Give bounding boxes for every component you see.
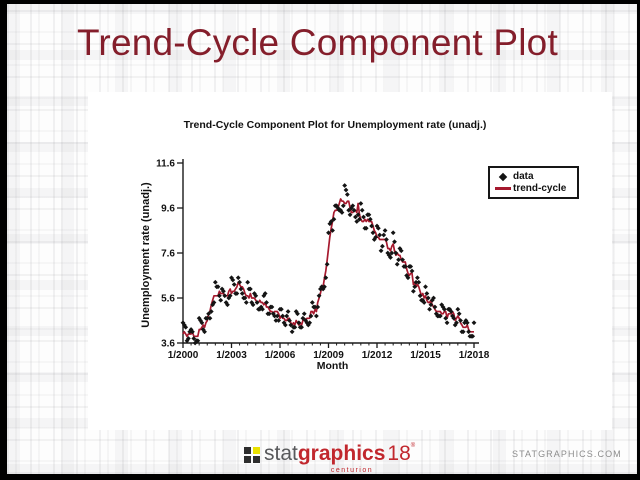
logo-square-yellow — [253, 447, 260, 454]
svg-text:7.6: 7.6 — [161, 249, 175, 260]
legend-label-data: data — [513, 171, 534, 182]
legend-item-trend-cycle: trend-cycle — [493, 183, 573, 194]
statgraphics-logo-icon — [244, 447, 260, 463]
x-axis-label: Month — [316, 360, 349, 372]
svg-text:1/2018: 1/2018 — [459, 350, 490, 361]
svg-text:9.6: 9.6 — [161, 204, 175, 215]
statgraphics-logo: statgraphics18® — [244, 443, 415, 464]
chart-title: Trend-Cycle Component Plot for Unemploym… — [183, 119, 487, 131]
registered-mark: ® — [410, 443, 416, 449]
chart-panel — [88, 92, 612, 430]
svg-text:5.6: 5.6 — [161, 294, 175, 305]
legend-item-data: data — [493, 171, 573, 182]
logo-text-centurion: centurion — [330, 467, 374, 474]
svg-text:11.6: 11.6 — [156, 159, 175, 170]
logo-text-18: 18 — [387, 442, 411, 465]
slide-title: Trend-Cycle Component Plot — [77, 22, 558, 63]
svg-text:1/2012: 1/2012 — [362, 350, 393, 361]
line-marker-icon — [493, 187, 513, 190]
logo-text-stat: stat — [264, 442, 298, 465]
svg-text:1/2006: 1/2006 — [265, 350, 296, 361]
svg-text:1/2000: 1/2000 — [168, 350, 199, 361]
diamond-marker-icon — [493, 172, 513, 181]
svg-text:3.6: 3.6 — [161, 339, 175, 350]
statgraphics-logo-text: statgraphics18® — [264, 443, 415, 464]
svg-text:1/2003: 1/2003 — [216, 350, 247, 361]
svg-text:1/2015: 1/2015 — [410, 350, 441, 361]
chart-legend: data trend-cycle — [488, 166, 579, 199]
logo-square-dark — [244, 447, 251, 454]
website-url: STATGRAPHICS.COM — [512, 449, 622, 459]
svg-text:1/2009: 1/2009 — [313, 350, 344, 361]
legend-label-trend-cycle: trend-cycle — [513, 183, 567, 194]
logo-square-dark — [253, 456, 260, 463]
logo-text-graphics: graphics — [297, 442, 386, 465]
logo-square-dark — [244, 456, 251, 463]
